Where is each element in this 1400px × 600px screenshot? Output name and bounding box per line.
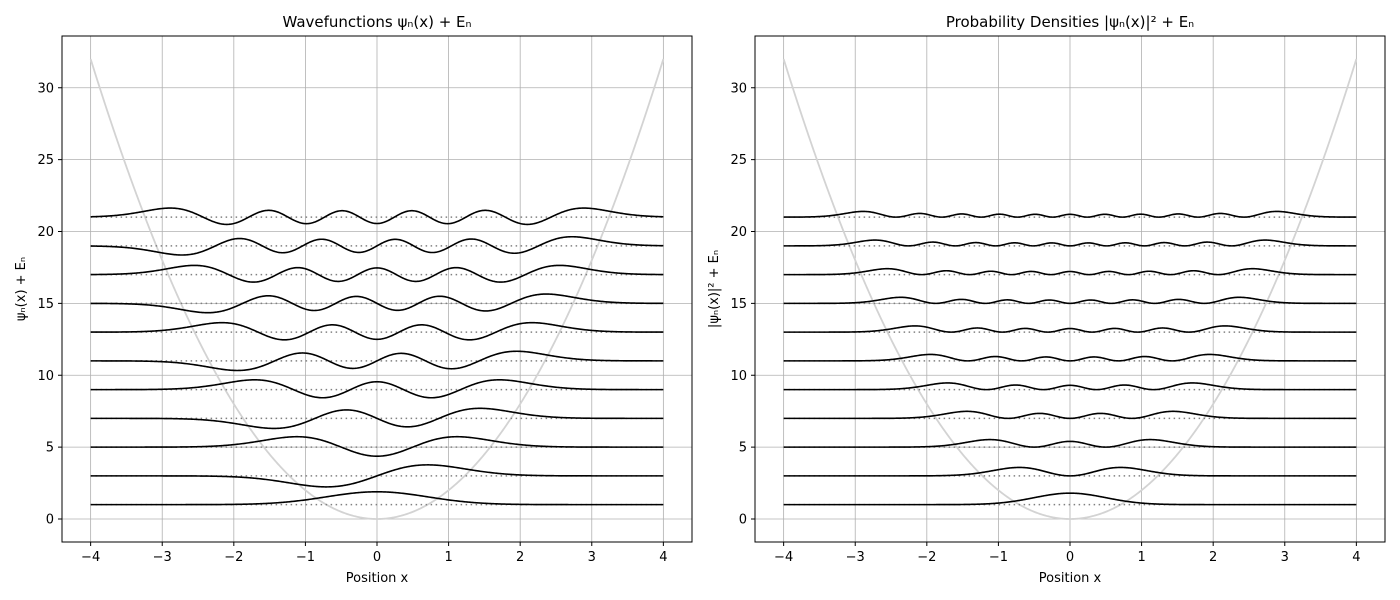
y-tick-label: 15 [730,297,747,312]
chart-title: Probability Densities |ψₙ(x)|² + Eₙ [946,13,1194,31]
grid [755,36,1385,542]
x-tick-label: −3 [153,550,172,565]
plot-area [89,58,665,520]
wavefunction-curve-n1 [90,464,664,488]
wavefunction-curve-n8 [90,264,664,283]
density-curve-n4 [783,382,1357,391]
density-curve-n8 [783,267,1357,276]
density-curve-n6 [783,325,1357,333]
density-curve-n10 [783,210,1357,218]
x-tick-label: −2 [917,550,936,565]
y-tick-label: 25 [730,153,747,168]
wavefunction-curve-n9 [90,235,664,256]
y-tick-label: 5 [739,441,747,456]
x-tick-label: 2 [516,550,524,565]
x-tick-label: 4 [1352,550,1360,565]
plot-area [782,58,1358,520]
y-tick-label: 15 [37,297,54,312]
probability-densities-panel: −4 −3 −2 −1 0 1 2 3 4 0 5 10 15 20 25 30 Probability Den… [707,13,1386,586]
x-tick-label: −4 [81,550,100,565]
wavefunction-curve-n5 [90,350,664,372]
x-tick-label: −4 [774,550,793,565]
density-curve-n3 [783,410,1357,420]
x-tick-label: 4 [659,550,667,565]
grid [62,36,692,542]
y-tick-label: 0 [739,513,747,528]
wavefunction-curve-n10 [90,207,664,226]
y-tick-label: 5 [46,441,54,456]
x-tick-label: 3 [1281,550,1289,565]
wavefunction-curve-n4 [90,379,664,399]
x-axis-label: Position x [1039,571,1102,586]
x-tick-label: 1 [1137,550,1145,565]
x-tick-label: −2 [224,550,243,565]
x-tick-label: 3 [588,550,596,565]
wavefunction-curve-n3 [90,407,664,430]
wavefunction-curve-n7 [90,293,664,314]
wavefunction-curve-n6 [90,321,664,341]
density-curve-n0 [783,492,1357,506]
x-tick-label: 2 [1209,550,1217,565]
density-curve-n9 [783,239,1357,247]
potential-curve [782,58,1358,520]
y-tick-label: 20 [37,225,54,240]
density-curve-n2 [783,438,1357,448]
y-axis-label: ψₙ(x) + Eₙ [14,257,29,321]
x-tick-label: 1 [444,550,452,565]
y-tick-label: 0 [46,513,54,528]
wavefunction-curve-n0 [90,490,664,506]
y-tick-label: 30 [730,81,747,96]
y-tick-label: 10 [37,369,54,384]
density-curve-n5 [783,353,1357,362]
y-axis-label: |ψₙ(x)|² + Eₙ [707,250,722,328]
potential-curve [89,58,665,520]
x-tick-label: 0 [1066,550,1074,565]
y-tick-label: 20 [730,225,747,240]
chart-title: Wavefunctions ψₙ(x) + Eₙ [282,13,471,31]
y-tick-label: 10 [730,369,747,384]
wavefunctions-panel: −4 −3 −2 −1 0 1 2 3 4 0 5 10 15 20 25 30 Wavefunctions ψ… [14,13,693,586]
y-tick-label: 30 [37,81,54,96]
x-tick-label: −3 [846,550,865,565]
x-tick-label: −1 [989,550,1008,565]
density-curve-n7 [783,296,1357,305]
density-curve-n1 [783,466,1357,477]
y-tick-label: 25 [37,153,54,168]
x-tick-label: 0 [373,550,381,565]
wavefunction-curve-n2 [90,435,664,457]
x-axis-label: Position x [346,571,409,586]
x-tick-label: −1 [296,550,315,565]
